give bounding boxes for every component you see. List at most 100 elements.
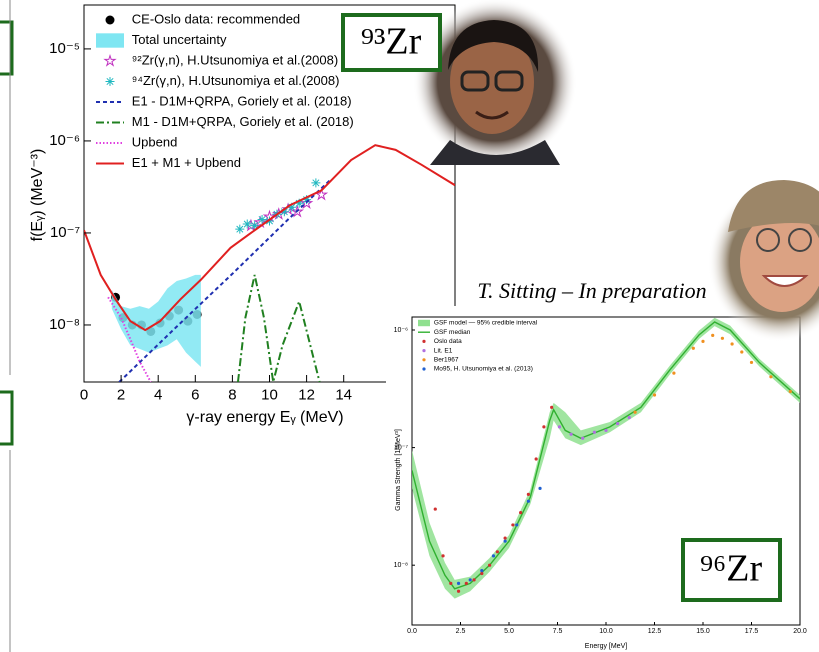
plot-area bbox=[412, 317, 800, 599]
x-tick-label: 20.0 bbox=[793, 628, 807, 635]
legend-label: ⁹⁴Zr(γ,n), H.Utsunomiya et al.(2008) bbox=[132, 73, 340, 88]
data-point bbox=[480, 568, 484, 573]
x-tick-label: 15.0 bbox=[696, 628, 710, 635]
data-point bbox=[235, 224, 245, 234]
plot-area bbox=[84, 144, 455, 382]
legend-label: Oslo data bbox=[434, 338, 462, 345]
data-point bbox=[456, 581, 461, 586]
data-point bbox=[468, 578, 472, 582]
data-point bbox=[526, 492, 531, 496]
data-point bbox=[633, 410, 637, 414]
data-point bbox=[604, 428, 608, 433]
x-tick-label: 0.0 bbox=[407, 628, 417, 635]
legend-label: Upbend bbox=[132, 134, 178, 149]
data-point bbox=[456, 589, 461, 593]
label-box bbox=[341, 13, 442, 72]
x-tick-label: 6 bbox=[191, 386, 199, 403]
x-tick-label: 2 bbox=[117, 386, 125, 403]
x-tick-label: 12.5 bbox=[648, 628, 662, 635]
legend-swatch bbox=[422, 339, 426, 343]
data-point bbox=[279, 207, 289, 217]
legend-label: ⁹²Zr(γ,n), H.Utsunomiya et al.(2008) bbox=[132, 52, 338, 67]
data-point bbox=[581, 436, 585, 440]
legend-label: CE-Oslo data: recommended bbox=[132, 11, 300, 26]
data-point bbox=[730, 342, 734, 346]
data-point bbox=[740, 350, 744, 354]
data-point bbox=[302, 195, 312, 205]
curve bbox=[236, 274, 321, 382]
curve bbox=[84, 144, 455, 332]
legend-label: E1 + M1 + Upbend bbox=[132, 155, 241, 170]
legend-swatch bbox=[422, 349, 426, 353]
data-point bbox=[519, 511, 523, 515]
chart-96zr: 0.0 2.5 5.0 7.5 10.0 12.5 15.0 17.5 20.0 10⁻⁸ 10⁻⁷… bbox=[394, 316, 807, 650]
data-point bbox=[472, 578, 476, 582]
x-tick-label: 7.5 bbox=[553, 628, 563, 635]
y-tick-label: 10⁻⁶ bbox=[394, 327, 408, 334]
data-point bbox=[464, 581, 468, 586]
data-point bbox=[433, 507, 437, 511]
y-tick-label: 10⁻⁶ bbox=[49, 132, 80, 149]
data-point bbox=[672, 371, 676, 375]
x-axis-title: Energy [MeV] bbox=[585, 643, 627, 650]
legend-label: Lit. E1 bbox=[434, 347, 453, 354]
data-point bbox=[538, 486, 542, 490]
data-point bbox=[542, 425, 546, 429]
data-point bbox=[441, 554, 445, 558]
data-point bbox=[749, 360, 754, 365]
data-point bbox=[627, 415, 631, 420]
data-point bbox=[495, 550, 499, 554]
data-point bbox=[287, 202, 297, 212]
y-axis-title: Gamma Strength [1/MeV³] bbox=[395, 429, 402, 511]
legend-label: M1 - D1M+QRPA, Goriely et al. (2018) bbox=[132, 114, 354, 129]
data-point bbox=[515, 523, 519, 527]
legend-swatch bbox=[105, 15, 115, 25]
y-tick-label: 10⁻⁸ bbox=[394, 562, 408, 569]
legend-swatch bbox=[422, 358, 426, 362]
legend-label: Ber1967 bbox=[434, 357, 459, 364]
label-box bbox=[681, 538, 782, 602]
y-tick-label: 10⁻⁷ bbox=[50, 224, 80, 241]
isotope-label: ⁹⁶Zr bbox=[700, 548, 763, 590]
credit-text: T. Sitting – In preparation bbox=[477, 278, 706, 303]
data-point bbox=[526, 499, 531, 503]
data-point bbox=[511, 523, 515, 527]
data-point bbox=[488, 563, 492, 567]
x-tick-label: 14 bbox=[335, 386, 352, 403]
data-point bbox=[242, 219, 252, 229]
data-point bbox=[711, 333, 715, 337]
data-point bbox=[480, 571, 484, 576]
legend-label: GSF median bbox=[434, 329, 471, 336]
x-tick-label: 4 bbox=[154, 386, 162, 403]
data-point bbox=[299, 196, 314, 209]
data-point bbox=[701, 339, 705, 344]
x-tick-label: 17.5 bbox=[745, 628, 759, 635]
isotope-label: ⁹³Zr bbox=[361, 21, 422, 63]
y-tick-label: 10⁻⁸ bbox=[49, 316, 80, 333]
x-tick-label: 10.0 bbox=[599, 628, 613, 635]
photo-person-2 bbox=[708, 180, 819, 342]
data-point bbox=[691, 346, 695, 350]
data-point bbox=[592, 430, 596, 434]
data-point bbox=[557, 425, 562, 429]
legend-swatch bbox=[96, 33, 124, 48]
x-tick-label: 2.5 bbox=[456, 628, 466, 635]
legend-label: Total uncertainty bbox=[132, 32, 227, 47]
data-point bbox=[550, 405, 554, 409]
data-point bbox=[616, 421, 620, 426]
legend-label: E1 - D1M+QRPA, Goriely et al. (2018) bbox=[132, 93, 352, 108]
curve bbox=[118, 178, 332, 382]
data-point bbox=[257, 215, 267, 224]
data-point bbox=[294, 198, 304, 208]
data-point bbox=[534, 457, 538, 461]
data-point bbox=[311, 178, 321, 188]
data-point bbox=[449, 581, 453, 586]
legend-label: Mo95, H. Utsunomiya et al. (2013) bbox=[434, 366, 533, 373]
x-tick-label: 12 bbox=[298, 386, 315, 403]
y-tick-label: 10⁻⁷ bbox=[394, 444, 408, 451]
data-point bbox=[491, 554, 496, 558]
data-point bbox=[769, 375, 773, 379]
data-point bbox=[290, 204, 305, 218]
